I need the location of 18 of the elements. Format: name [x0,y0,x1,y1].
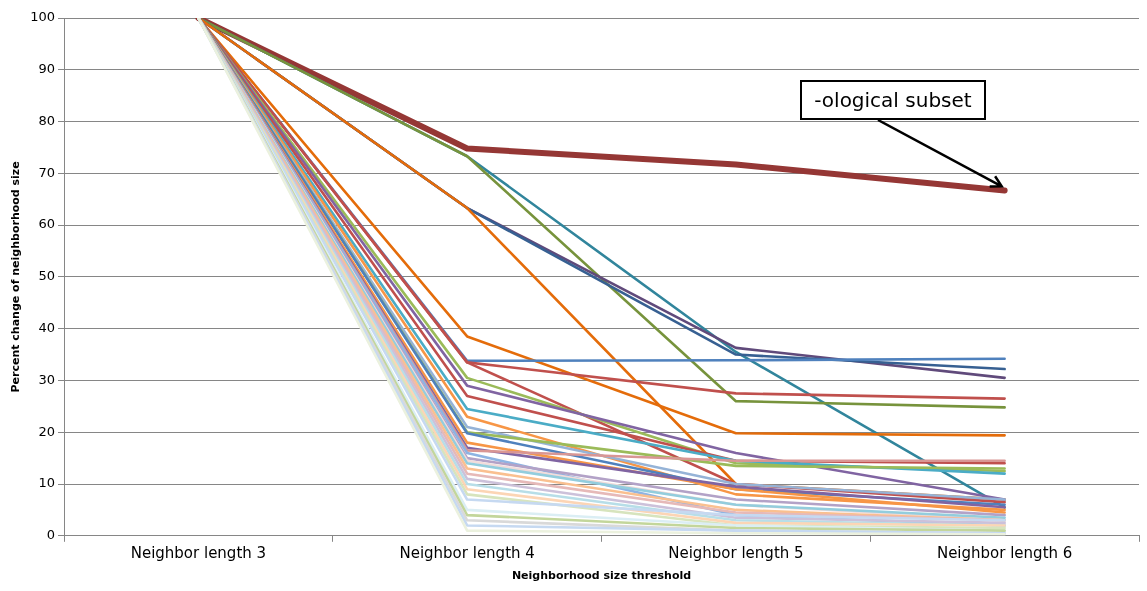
y-tick-label: 10 [38,475,56,491]
y-tick-label: 70 [38,164,56,180]
x-tick-label: Neighbor length 5 [668,543,804,562]
x-tick-label: Neighbor length 3 [130,543,267,562]
annotation: -ological subset [800,80,986,121]
y-tick-label: 100 [30,9,56,25]
y-tick-label: 0 [46,527,56,543]
x-tick-label: Neighbor length 6 [936,543,1073,562]
x-tick-label: Neighbor length 4 [399,543,535,562]
y-axis-title: Percent change of neighborhood size [9,161,23,393]
y-tick-label: 30 [38,371,56,387]
x-axis-title: Neighborhood size threshold [511,569,692,583]
y-tick-label: 80 [38,112,56,128]
y-tick-label: 60 [38,216,56,232]
y-tick-label: 40 [38,320,56,336]
y-tick-label: 90 [38,61,56,77]
y-tick-label: 50 [38,268,56,284]
y-tick-label: 20 [38,423,56,439]
